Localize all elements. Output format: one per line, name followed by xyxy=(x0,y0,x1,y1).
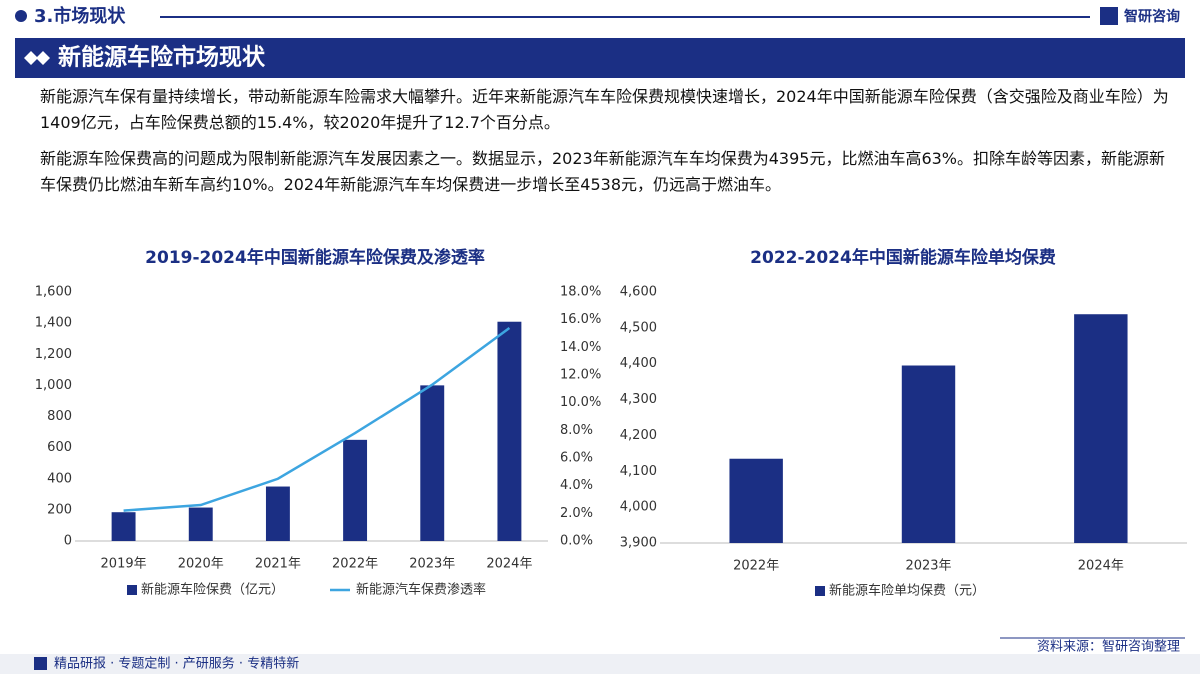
legend-label: 新能源车险单均保费（元） xyxy=(829,583,985,599)
y2-tick-label: 6.0% xyxy=(560,451,593,466)
y2-tick-label: 14.0% xyxy=(560,340,601,355)
x-tick-label: 2024年 xyxy=(1078,559,1124,574)
legend-label: 新能源车险保费（亿元） xyxy=(141,582,284,598)
y2-tick-label: 16.0% xyxy=(560,312,601,327)
y-tick-label: 400 xyxy=(47,471,72,486)
chart-title: 2019-2024年中国新能源车险保费及渗透率 xyxy=(145,247,485,268)
paragraph: 新能源汽车保有量持续增长，带动新能源车险需求大幅攀升。近年来新能源汽车车险保费规… xyxy=(40,87,1169,132)
bar xyxy=(343,439,368,541)
y-tick-label: 1,000 xyxy=(35,378,72,393)
x-tick-label: 2022年 xyxy=(733,559,779,574)
slogan: 精品研报 · 专题定制 · 产研服务 · 专精特新 xyxy=(54,656,299,672)
bar xyxy=(901,365,956,543)
banner-icon xyxy=(24,51,50,65)
footer-band xyxy=(0,654,1200,674)
y2-tick-label: 4.0% xyxy=(560,478,593,493)
legend-label: 新能源汽车保费渗透率 xyxy=(356,582,486,598)
bar xyxy=(420,385,445,541)
bar xyxy=(1074,314,1128,543)
bar xyxy=(497,321,522,541)
x-tick-label: 2024年 xyxy=(486,557,532,572)
x-tick-label: 2023年 xyxy=(905,559,951,574)
x-tick-label: 2022年 xyxy=(332,557,378,572)
x-tick-label: 2023年 xyxy=(409,557,455,572)
banner xyxy=(15,38,1185,78)
bar xyxy=(729,458,783,543)
y2-tick-label: 8.0% xyxy=(560,423,593,438)
section-dot xyxy=(15,10,27,22)
y-tick-label: 0 xyxy=(64,534,72,549)
brand: 智研咨询 xyxy=(1123,8,1180,25)
y-tick-label: 4,500 xyxy=(620,320,657,335)
banner-title: 新能源车险市场现状 xyxy=(58,44,266,71)
y-tick-label: 4,200 xyxy=(620,428,657,443)
paragraph: 新能源车险保费高的问题成为限制新能源汽车发展因素之一。数据显示，2023年新能源… xyxy=(40,149,1166,194)
y-tick-label: 4,100 xyxy=(620,464,657,479)
y2-tick-label: 18.0% xyxy=(560,285,601,300)
bar xyxy=(188,507,213,541)
footer-logo xyxy=(34,657,47,670)
y2-tick-label: 0.0% xyxy=(560,534,593,549)
y2-tick-label: 2.0% xyxy=(560,506,593,521)
y-tick-label: 200 xyxy=(47,502,72,517)
y-tick-label: 1,200 xyxy=(35,347,72,362)
y-tick-label: 1,400 xyxy=(35,316,72,331)
y-tick-label: 800 xyxy=(47,409,72,424)
legend-swatch xyxy=(815,586,825,596)
y-tick-label: 1,600 xyxy=(35,285,72,300)
bar xyxy=(111,512,136,541)
y-tick-label: 4,300 xyxy=(620,392,657,407)
y-tick-label: 3,900 xyxy=(620,536,657,551)
x-tick-label: 2019年 xyxy=(101,557,147,572)
source: 资料来源：智研咨询整理 xyxy=(1037,640,1180,655)
y-tick-label: 4,400 xyxy=(620,356,657,371)
legend-swatch xyxy=(127,585,137,595)
y-tick-label: 4,000 xyxy=(620,500,657,515)
y2-tick-label: 10.0% xyxy=(560,395,601,410)
logo-icon xyxy=(1100,7,1118,25)
y-tick-label: 600 xyxy=(47,440,72,455)
x-tick-label: 2021年 xyxy=(255,557,301,572)
chart-title: 2022-2024年中国新能源车险单均保费 xyxy=(750,247,1056,268)
bar xyxy=(265,486,290,541)
x-tick-label: 2020年 xyxy=(178,557,224,572)
section-title: 3.市场现状 xyxy=(34,5,126,27)
line xyxy=(123,326,511,512)
y2-tick-label: 12.0% xyxy=(560,368,601,383)
y-tick-label: 4,600 xyxy=(620,285,657,300)
